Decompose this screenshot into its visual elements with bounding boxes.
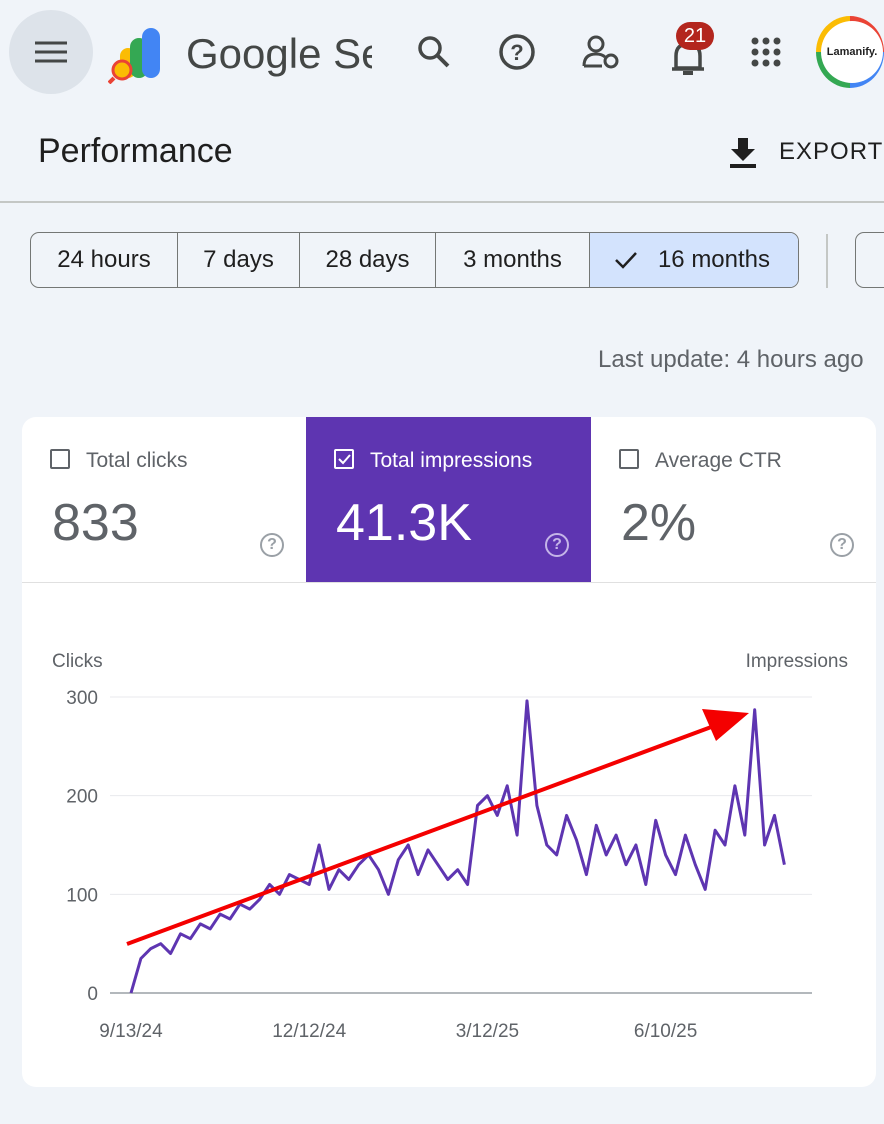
admin-icon[interactable] <box>582 34 622 72</box>
checkbox[interactable] <box>50 449 70 469</box>
divider <box>22 582 876 583</box>
tab-label: 16 months <box>657 246 771 273</box>
performance-card: Total clicks 833 ? Total impressions 41.… <box>22 417 876 1087</box>
app-name: Google Search Console <box>186 30 372 77</box>
help-icon[interactable]: ? <box>830 533 854 557</box>
help-icon[interactable]: ? <box>498 33 536 71</box>
date-tabs: 24 hours 7 days 28 days 3 months 16 mont… <box>30 232 799 288</box>
svg-text:?: ? <box>510 40 523 65</box>
avatar-ring[interactable]: Lamanify. <box>816 16 884 88</box>
series-label: Impressions <box>746 651 848 672</box>
x-tick-label: 3/12/25 <box>456 1021 519 1042</box>
y-tick-label: 0 <box>87 984 98 1005</box>
tab[interactable]: 28 days <box>300 233 436 287</box>
trend-arrow <box>126 721 723 946</box>
tab[interactable]: 7 days <box>178 233 300 287</box>
x-tick-label: 12/12/24 <box>272 1021 346 1042</box>
metric-card[interactable]: Average CTR 2% ? <box>591 417 876 583</box>
y-tick-label: 100 <box>66 885 98 906</box>
checkbox-checked[interactable] <box>334 449 354 469</box>
page-title: Performance <box>38 132 233 170</box>
logo <box>108 28 160 84</box>
chart: Clicks Impressions 0 100 200 300 9/13/24 12/1… <box>52 651 848 1042</box>
avatar: Lamanify. <box>821 21 883 83</box>
metric-value: 833 <box>52 494 139 552</box>
search-icon[interactable] <box>416 34 452 70</box>
apps-icon[interactable] <box>750 36 782 68</box>
y-tick-label: 300 <box>66 688 98 709</box>
tab-selected[interactable]: 16 months <box>590 233 798 287</box>
metric-value: 2% <box>621 494 697 552</box>
help-icon[interactable]: ? <box>260 533 284 557</box>
metric-value: 41.3K <box>336 494 472 552</box>
checkbox[interactable] <box>619 449 639 469</box>
separator <box>826 234 828 288</box>
metric-card-selected[interactable]: Total impressions 41.3K ? <box>306 417 591 583</box>
export-button[interactable]: EXPORT <box>779 138 884 165</box>
partial-button[interactable] <box>855 232 884 288</box>
tab[interactable]: 24 hours <box>31 233 178 287</box>
series-line <box>129 699 786 994</box>
metric-label: Average CTR <box>655 449 782 472</box>
help-icon[interactable]: ? <box>545 533 569 557</box>
last-update: Last update: 4 hours ago <box>598 346 864 373</box>
menu-button[interactable] <box>9 10 93 94</box>
x-tick-label: 6/10/25 <box>634 1021 697 1042</box>
metric-label: Total clicks <box>86 449 188 472</box>
x-tick-label: 9/13/24 <box>99 1021 163 1042</box>
tab[interactable]: 3 months <box>436 233 590 287</box>
export-icon[interactable] <box>728 136 758 168</box>
arrow-head <box>702 709 749 741</box>
y-tick-label: 200 <box>66 787 98 808</box>
check-icon <box>615 252 637 269</box>
divider <box>0 201 884 203</box>
menu-icon <box>35 41 67 63</box>
metric-card[interactable]: Total clicks 833 ? <box>22 417 306 583</box>
y-axis-label: Clicks <box>52 651 103 672</box>
notification-badge: 21 <box>676 22 714 50</box>
metric-label: Total impressions <box>370 449 533 472</box>
check-icon <box>338 454 351 465</box>
